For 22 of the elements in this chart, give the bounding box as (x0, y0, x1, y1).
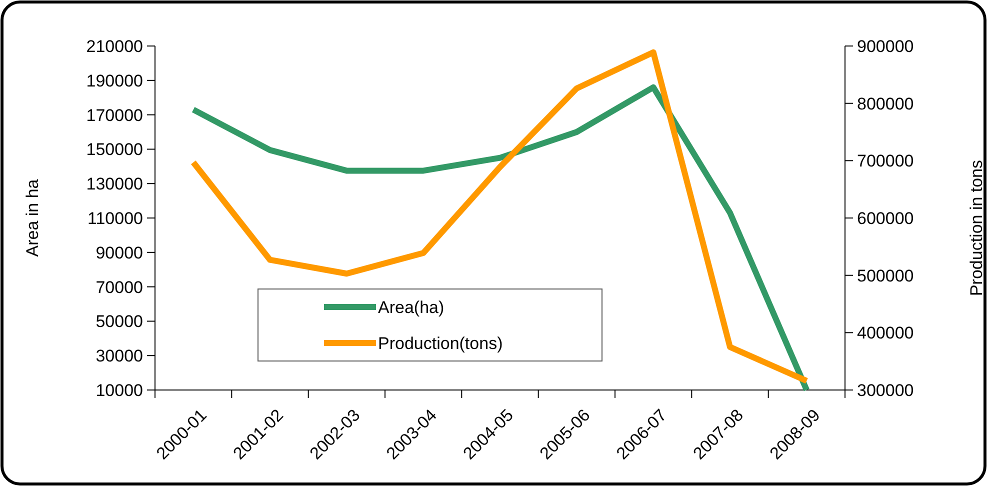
y-tick-label: 110000 (88, 208, 143, 228)
y-tick-label: 90000 (96, 243, 143, 262)
y2-tick-label: 600000 (857, 208, 914, 228)
legend-label: Production(tons) (378, 334, 503, 353)
y-tick-label: 50000 (96, 312, 143, 332)
y-tick-label: 10000 (96, 380, 143, 400)
y-tick-label: 210000 (86, 36, 143, 56)
y-tick-label: 170000 (86, 106, 143, 125)
y-tick-label: 130000 (86, 174, 143, 194)
y-tick-label: 150000 (86, 140, 143, 160)
y2-tick-label: 900000 (857, 36, 914, 56)
y2-axis-title: Production in tons (967, 160, 986, 296)
y2-tick-label: 700000 (857, 152, 914, 171)
y2-tick-label: 500000 (857, 266, 914, 286)
y-tick-label: 190000 (86, 71, 143, 90)
y2-tick-label: 400000 (857, 324, 914, 343)
y-tick-label: 30000 (96, 346, 143, 366)
y-axis-title: Area in ha (23, 178, 42, 257)
y2-tick-label: 300000 (857, 380, 914, 400)
y-tick-label: 70000 (96, 278, 143, 297)
legend-label: Area(ha) (378, 298, 444, 317)
y2-tick-label: 800000 (857, 94, 914, 114)
